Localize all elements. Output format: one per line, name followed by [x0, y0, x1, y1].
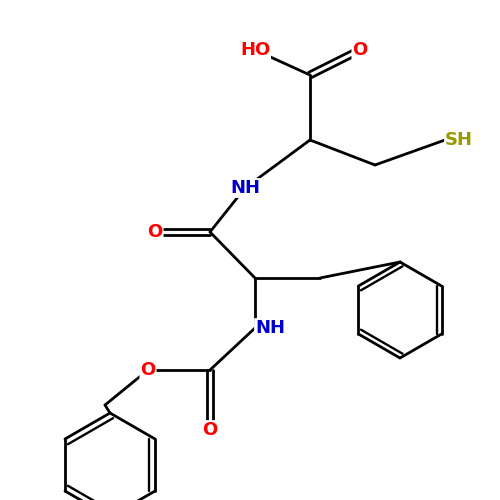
Text: SH: SH	[445, 131, 473, 149]
Text: O: O	[352, 41, 368, 59]
Text: HO: HO	[240, 41, 270, 59]
Text: NH: NH	[255, 319, 285, 337]
Text: O: O	[140, 361, 156, 379]
Text: O: O	[148, 223, 162, 241]
Text: O: O	[202, 421, 218, 439]
Text: NH: NH	[230, 179, 260, 197]
